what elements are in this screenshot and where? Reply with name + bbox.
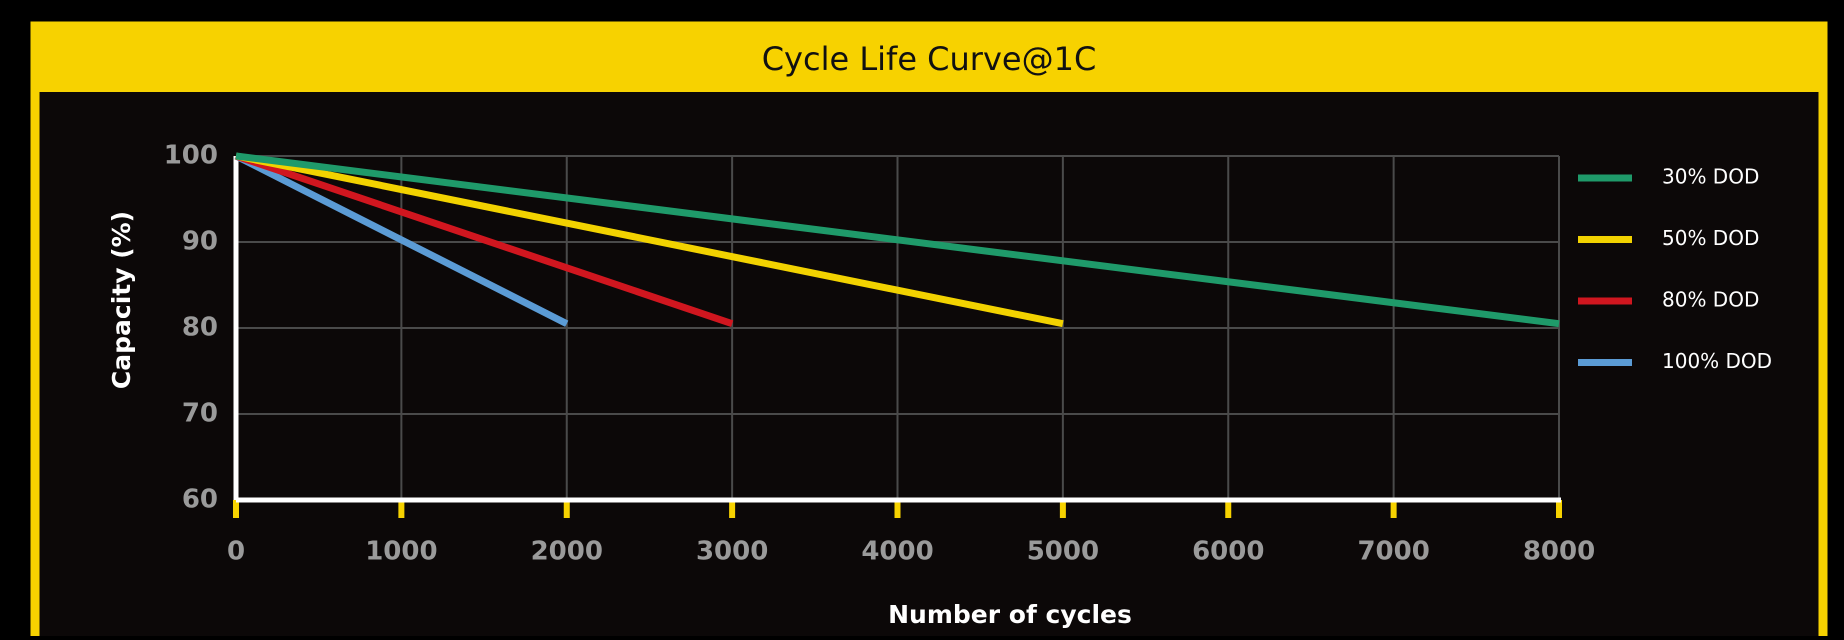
legend-label: 50% DOD bbox=[1662, 226, 1759, 250]
y-tick-label: 90 bbox=[182, 227, 218, 257]
legend-label: 30% DOD bbox=[1662, 165, 1759, 189]
series-line bbox=[235, 152, 1560, 328]
x-tick-label: 3000 bbox=[696, 537, 768, 567]
x-tick-label: 2000 bbox=[531, 537, 603, 567]
x-axis-label: Number of cycles bbox=[888, 600, 1132, 629]
y-tick-label: 60 bbox=[182, 485, 218, 515]
chart-title: Cycle Life Curve@1C bbox=[762, 40, 1097, 78]
series-line bbox=[234, 152, 569, 327]
series-line bbox=[235, 152, 1064, 328]
y-axis-label: Capacity (%) bbox=[107, 211, 136, 389]
x-tick-label: 0 bbox=[227, 537, 245, 567]
x-tick-label: 4000 bbox=[861, 537, 933, 567]
x-tick-label: 5000 bbox=[1027, 537, 1099, 567]
x-tick-label: 1000 bbox=[365, 537, 437, 567]
frame bbox=[30, 21, 1828, 640]
y-tick-label: 70 bbox=[182, 399, 218, 429]
y-tick-label: 80 bbox=[182, 313, 218, 343]
legend-label: 100% DOD bbox=[1662, 349, 1772, 373]
x-tick-label: 7000 bbox=[1357, 537, 1429, 567]
x-tick-label: 6000 bbox=[1192, 537, 1264, 567]
legend-label: 80% DOD bbox=[1662, 288, 1759, 312]
x-tick-label: 8000 bbox=[1523, 537, 1595, 567]
title-bar bbox=[35, 26, 1823, 92]
series-line bbox=[234, 152, 734, 328]
y-tick-label: 100 bbox=[164, 141, 218, 171]
